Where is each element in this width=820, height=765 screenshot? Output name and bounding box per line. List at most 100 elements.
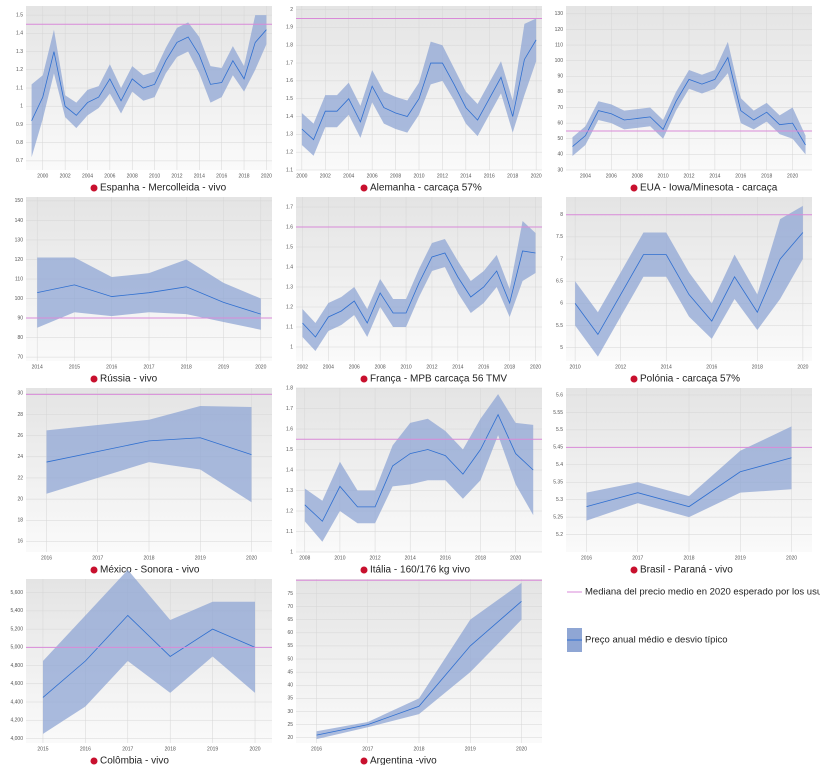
y-tick-label: 40	[287, 683, 293, 689]
y-tick-label: 22	[17, 475, 23, 481]
x-tick-label: 2016	[106, 364, 117, 370]
y-tick-label: 7	[560, 256, 563, 262]
x-tick-label: 2018	[475, 555, 486, 561]
y-tick-label: 100	[555, 58, 564, 64]
mean-line	[302, 250, 536, 338]
y-tick-label: 1	[290, 549, 293, 555]
x-tick-label: 2019	[218, 364, 229, 370]
chart-title: Itália - 160/176 kg vivo	[370, 565, 470, 576]
x-tick-label: 2018	[413, 746, 424, 752]
y-tick-label: 35	[287, 696, 293, 702]
y-tick-label: 1	[290, 344, 293, 350]
y-tick-label: 1.9	[286, 25, 293, 31]
x-tick-label: 2020	[530, 364, 541, 370]
x-tick-label: 2019	[465, 746, 476, 752]
chart-title: França - MPB carcaça 56 TMV	[370, 374, 507, 385]
y-tick-label: 60	[557, 120, 563, 126]
x-tick-label: 2008	[127, 173, 138, 179]
x-tick-label: 2020	[531, 173, 542, 179]
x-tick-label: 2012	[615, 364, 626, 370]
y-tick-label: 100	[15, 296, 24, 302]
x-tick-label: 2012	[683, 173, 694, 179]
y-tick-label: 45	[287, 669, 293, 675]
x-tick-label: 2020	[797, 364, 808, 370]
y-tick-label: 1.4	[16, 31, 23, 37]
y-tick-label: 1.3	[286, 284, 293, 290]
y-tick-label: 5.5	[556, 427, 563, 433]
x-tick-label: 2020	[787, 173, 798, 179]
chart-title: Alemanha - carcaça 57%	[370, 183, 482, 194]
flag-icon	[90, 566, 98, 574]
y-tick-label: 1.2	[16, 67, 23, 73]
y-tick-label: 1.5	[16, 12, 23, 18]
y-tick-label: 1.3	[286, 488, 293, 494]
y-tick-label: 90	[17, 315, 23, 321]
sd-band	[37, 257, 261, 330]
y-tick-label: 1.7	[286, 204, 293, 210]
x-tick-label: 2020	[261, 173, 272, 179]
flag-icon	[90, 184, 98, 192]
chart-title: Polónia - carcaça 57%	[640, 374, 740, 385]
y-tick-label: 25	[287, 722, 293, 728]
x-tick-label: 2017	[143, 364, 154, 370]
legend-median-label: Mediana del precio medio en 2020 esperad…	[585, 587, 820, 598]
x-tick-label: 2018	[507, 173, 518, 179]
x-tick-label: 2020	[510, 555, 521, 561]
mean-line	[572, 56, 806, 147]
x-tick-label: 2010	[400, 364, 411, 370]
y-tick-label: 1.7	[286, 406, 293, 412]
x-tick-label: 2012	[426, 364, 437, 370]
y-tick-label: 1.1	[286, 167, 293, 173]
x-tick-label: 2014	[460, 173, 471, 179]
y-tick-label: 1.3	[286, 132, 293, 138]
y-tick-label: 1.3	[16, 49, 23, 55]
x-tick-label: 2004	[323, 364, 334, 370]
y-tick-label: 5,200	[10, 626, 23, 632]
sd-band	[572, 41, 806, 156]
y-tick-label: 150	[15, 198, 24, 204]
x-tick-label: 2020	[786, 555, 797, 561]
flag-icon	[630, 375, 638, 383]
flag-icon	[630, 566, 638, 574]
flag-icon	[90, 375, 98, 383]
mean-line	[301, 39, 537, 141]
y-tick-label: 1.1	[16, 85, 23, 91]
y-tick-label: 6	[560, 301, 563, 307]
x-tick-label: 2017	[92, 555, 103, 561]
x-tick-label: 2002	[60, 173, 71, 179]
chart-title: Brasil - Paraná - vivo	[640, 565, 733, 576]
y-tick-label: 30	[557, 167, 563, 173]
x-tick-label: 2010	[570, 364, 581, 370]
y-tick-label: 6.5	[556, 279, 563, 285]
chart-title: Rússia - vivo	[100, 374, 158, 385]
y-tick-label: 5.5	[556, 323, 563, 329]
x-tick-label: 2018	[165, 746, 176, 752]
y-tick-label: 80	[17, 335, 23, 341]
y-tick-label: 1.1	[286, 324, 293, 330]
x-tick-label: 2014	[709, 173, 720, 179]
sd-band	[42, 569, 256, 734]
y-tick-label: 5.3	[556, 497, 563, 503]
x-tick-label: 2008	[375, 364, 386, 370]
chart-title: Argentina -vivo	[370, 756, 437, 765]
x-tick-label: 2017	[362, 746, 373, 752]
y-tick-label: 55	[287, 643, 293, 649]
x-tick-label: 2014	[452, 364, 463, 370]
sd-band	[46, 405, 252, 503]
y-tick-label: 120	[15, 257, 24, 263]
x-tick-label: 2016	[41, 555, 52, 561]
y-tick-label: 4,000	[10, 736, 23, 742]
y-tick-label: 0.7	[16, 158, 23, 164]
x-tick-label: 2012	[437, 173, 448, 179]
x-tick-label: 2016	[484, 173, 495, 179]
legend-mean-label: Preço anual médio e desvio típico	[585, 635, 728, 646]
y-tick-label: 5,600	[10, 590, 23, 596]
sd-band	[302, 221, 536, 351]
x-tick-label: 2016	[706, 364, 717, 370]
x-tick-label: 2018	[143, 555, 154, 561]
chart-title: Colômbia - vivo	[100, 756, 169, 765]
y-tick-label: 5.4	[556, 462, 563, 468]
y-tick-label: 1.2	[286, 150, 293, 156]
chart-title: Espanha - Mercolleida - vivo	[100, 183, 227, 194]
